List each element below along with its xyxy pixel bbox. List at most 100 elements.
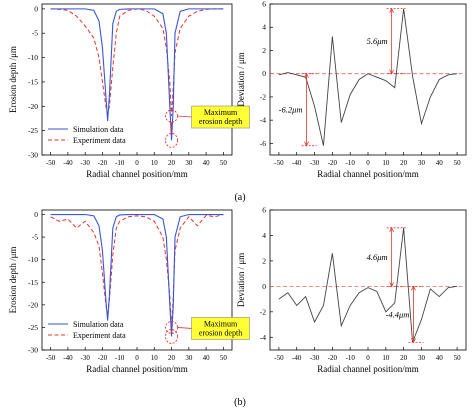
x-tick-label: -20: [98, 159, 108, 167]
x-tick-label: 10: [151, 354, 159, 362]
x-axis-title: Radial channel position/mm: [317, 364, 418, 374]
y-tick-label: 0: [262, 282, 266, 291]
x-tick-label: 20: [168, 159, 176, 167]
y-tick-label: -5: [32, 29, 38, 38]
x-tick-label: 20: [400, 159, 408, 167]
y-tick-label: -10: [28, 255, 38, 264]
subfig-label-a: (a): [234, 192, 245, 203]
x-tick-label: -20: [328, 354, 338, 362]
experiment-series-line: [50, 8, 224, 117]
annotation-arrowhead-top: [411, 285, 416, 291]
max-depth-marker-simulation: [165, 329, 178, 344]
y-axis-title: Erosion depth /μm: [8, 46, 18, 113]
y-tick-label: -30: [28, 151, 38, 160]
plot-frame: [269, 3, 467, 156]
simulation-series-line: [50, 213, 224, 337]
chart-a_left: -50 -40 -30 -20 -10 0 10 20 30 40 50 0 -5 -10 -15 -20 -2…: [8, 3, 250, 179]
plot-frame: [41, 3, 233, 156]
x-tick-label: -40: [292, 354, 302, 362]
annotation-arrowhead-bottom: [411, 338, 416, 344]
x-tick-label: 0: [366, 354, 370, 362]
plots-layer: -50 -40 -30 -20 -10 0 10 20 30 40 500-5-10-15-20-2…: [8, 0, 467, 374]
annotation-arrowhead-top: [304, 72, 309, 78]
y-tick-label: -20: [28, 300, 38, 309]
y-tick-label: 2: [262, 256, 266, 265]
chart-a_right: -50 -40 -30 -20 -10 0 10 20 30 40 50-6-4-20246Radi…: [236, 0, 467, 179]
x-tick-label: -50: [46, 354, 56, 362]
callout-text-line: erosion depth: [199, 117, 242, 126]
y-tick-label: 0: [34, 4, 38, 13]
x-tick-label: -20: [328, 159, 338, 167]
y-tick-label: 4: [262, 23, 266, 32]
x-tick-label: -50: [46, 159, 56, 167]
annotation-arrowhead-bottom: [389, 282, 394, 288]
x-tick-label: 0: [135, 354, 139, 362]
max-depth-marker-simulation: [165, 132, 178, 148]
x-tick-label: -10: [115, 354, 125, 362]
x-tick-label: 30: [185, 354, 193, 362]
y-axis-title: Erosion depth /μm: [8, 247, 18, 314]
x-tick-label: 30: [185, 159, 193, 167]
y-tick-label: -25: [28, 126, 38, 135]
chart-b_left: -50 -40 -30 -20 -10 0 10 20 30 40 50 0 -5 -10 -15 -20 -2…: [8, 209, 250, 374]
x-axis-title: Radial channel position/mm: [86, 169, 187, 179]
x-tick-label: 40: [203, 159, 211, 167]
y-tick-label: 0: [34, 210, 38, 219]
x-tick-label: -40: [63, 159, 73, 167]
x-tick-label: 20: [168, 354, 176, 362]
annotation-label: 4.6μm: [367, 252, 388, 262]
x-tick-label: 40: [436, 354, 444, 362]
y-tick-label: 6: [262, 0, 266, 9]
y-axis-title: Deviation / μm: [236, 52, 246, 106]
x-tick-label: 40: [436, 159, 444, 167]
x-tick-label: 10: [151, 159, 159, 167]
y-tick-label: 0: [262, 69, 266, 78]
callout-text-line: Maximum: [204, 319, 238, 328]
x-axis-title: Radial channel position/mm: [86, 364, 187, 374]
x-tick-label: -30: [81, 354, 91, 362]
callout-text-line: Maximum: [204, 108, 238, 117]
annotation-label: -4.4μm: [386, 309, 410, 319]
x-tick-label: -50: [274, 354, 284, 362]
chart-b_right: -50 -40 -30 -20 -10 0 10 20 30 40 50-4-20246Radial…: [236, 206, 467, 374]
annotation-arrowhead-top: [389, 226, 394, 232]
y-tick-label: -15: [28, 77, 38, 86]
legend-label-experiment: Experiment data: [73, 331, 126, 340]
x-tick-label: 10: [382, 354, 390, 362]
callout-pointer: [177, 327, 192, 329]
x-tick-label: 0: [366, 159, 370, 167]
x-tick-label: 30: [418, 354, 426, 362]
legend-label-simulation: Simulation data: [73, 125, 124, 134]
x-tick-label: 30: [418, 159, 426, 167]
y-tick-label: -6: [260, 139, 266, 148]
x-tick-label: 20: [400, 354, 408, 362]
deviation-series-line: [278, 227, 458, 343]
callout-pointer: [177, 115, 192, 118]
y-tick-label: -25: [28, 323, 38, 332]
x-tick-label: 40: [203, 354, 211, 362]
y-tick-label: -2: [260, 92, 266, 101]
x-tick-label: -30: [310, 159, 320, 167]
y-tick-label: -2: [260, 307, 266, 316]
x-tick-label: -20: [98, 354, 108, 362]
y-tick-label: 2: [262, 46, 266, 55]
y-tick-label: -4: [260, 116, 266, 125]
deviation-series-line: [278, 8, 458, 146]
y-tick-label: -20: [28, 102, 38, 111]
x-tick-label: -40: [63, 354, 73, 362]
subfig-label-b: (b): [234, 397, 246, 408]
annotation-label: 5.6μm: [367, 36, 388, 46]
x-tick-label: 50: [220, 354, 228, 362]
simulation-series-line: [50, 8, 224, 141]
annotation-arrowhead-bottom: [304, 141, 309, 147]
x-tick-label: -10: [115, 159, 125, 167]
x-tick-label: 10: [382, 159, 390, 167]
x-tick-label: 50: [220, 159, 228, 167]
annotation-label: -6.2μm: [279, 105, 303, 115]
y-tick-label: -15: [28, 278, 38, 287]
experiment-series-line: [50, 214, 224, 328]
y-tick-label: -5: [32, 233, 38, 242]
y-tick-label: -10: [28, 53, 38, 62]
x-tick-label: -30: [310, 354, 320, 362]
x-tick-label: -50: [274, 159, 284, 167]
